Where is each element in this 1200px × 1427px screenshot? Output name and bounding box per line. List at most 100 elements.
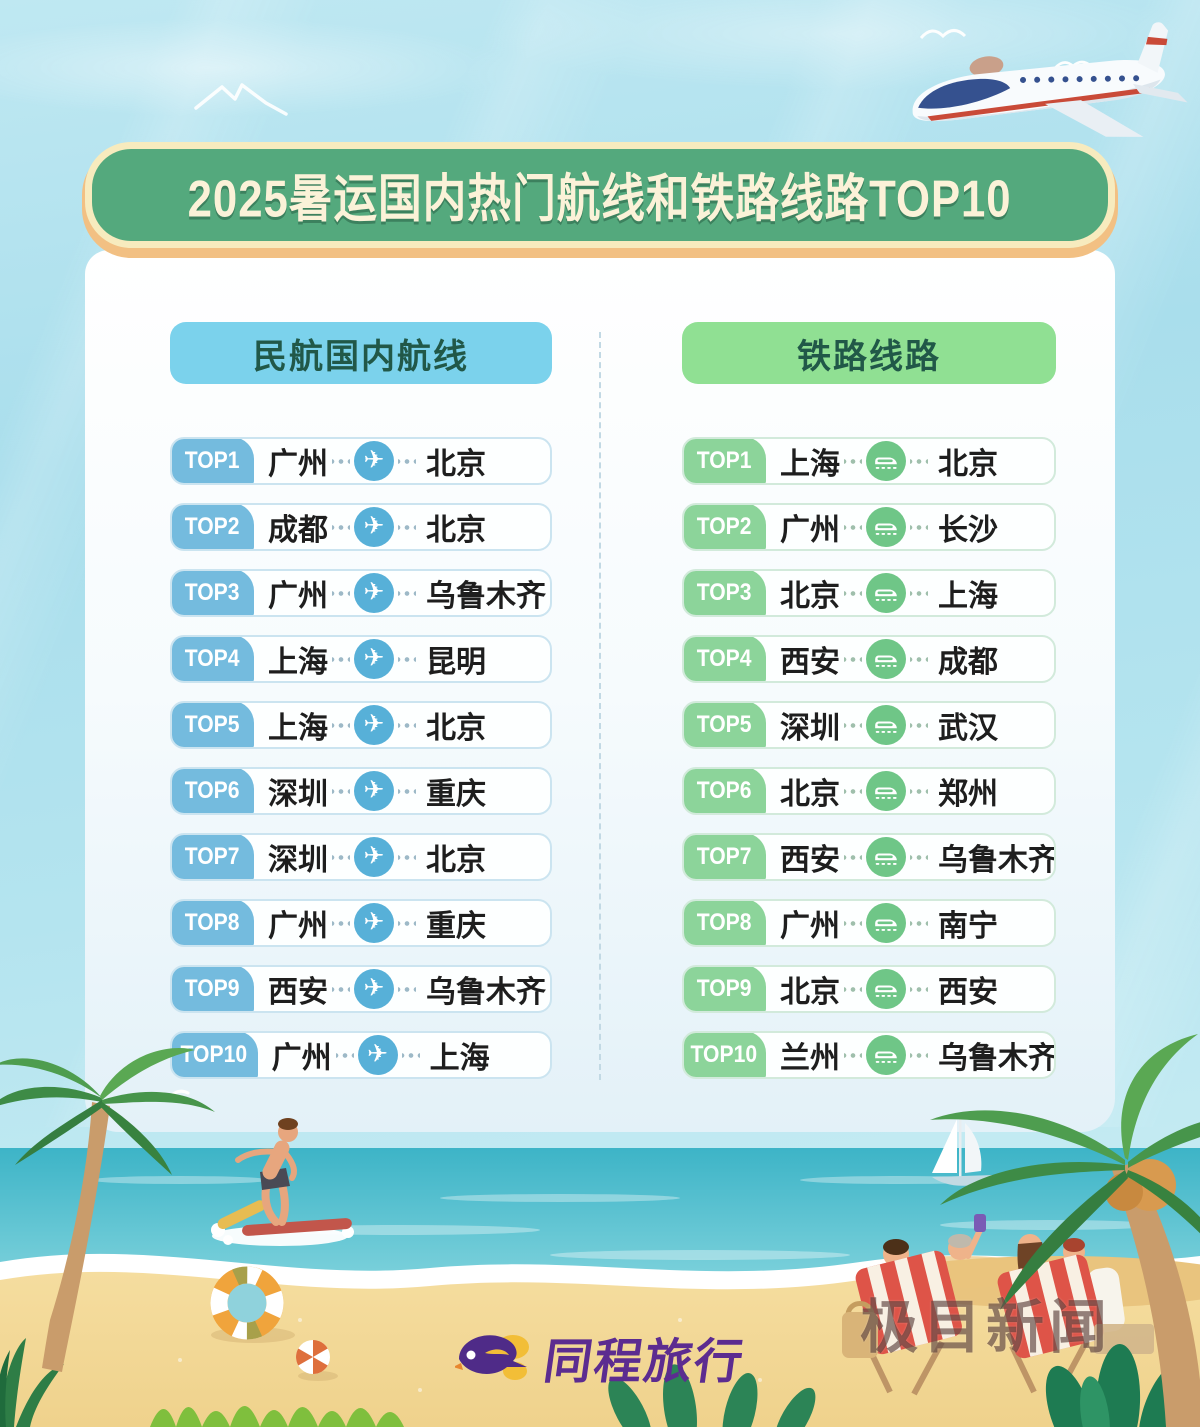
destination-city: 长沙 [938, 514, 998, 547]
origin-city: 西安 [780, 646, 840, 679]
brand-name: 同程旅行 [540, 1336, 748, 1389]
palm-tree-left [0, 1047, 215, 1372]
route-row: TOP9 西安 乌鲁木齐 [170, 965, 552, 1013]
route-icon [354, 705, 394, 745]
route-row: TOP4 西安 成都 [682, 635, 1056, 683]
railways-column-header: 铁路线路 [682, 322, 1056, 384]
route-dots [910, 920, 928, 926]
route-dots [844, 788, 862, 794]
rank-badge: TOP6 [684, 769, 766, 813]
route-icon [866, 507, 906, 547]
train-icon [875, 589, 897, 601]
route-icon [866, 837, 906, 877]
rank-badge: TOP8 [172, 901, 254, 945]
route-row: TOP3 北京 上海 [682, 569, 1056, 617]
route-dots [910, 458, 928, 464]
route-dots [332, 590, 350, 596]
train-icon [875, 1051, 897, 1063]
destination-city: 成都 [938, 646, 998, 679]
origin-city: 广州 [780, 514, 840, 547]
origin-city: 兰州 [780, 1042, 840, 1075]
route-icon [354, 507, 394, 547]
surfer-illustration [211, 1118, 354, 1246]
route-row: TOP1 广州 北京 [170, 437, 552, 485]
route-row: TOP2 广州 长沙 [682, 503, 1056, 551]
origin-city: 广州 [268, 910, 328, 943]
train-icon [875, 853, 897, 865]
destination-city: 乌鲁木齐 [426, 976, 546, 1009]
route-dots [910, 722, 928, 728]
plane-icon [364, 515, 385, 540]
route-dots [332, 854, 350, 860]
flights-column-header: 民航国内航线 [170, 322, 552, 384]
railways-column: 铁路线路 TOP1 上海 北京 TOP2 广 [682, 322, 1056, 1079]
origin-city: 西安 [268, 976, 328, 1009]
destination-city: 上海 [938, 580, 998, 613]
route-dots [398, 656, 416, 662]
route-dots [398, 986, 416, 992]
route-dots [332, 722, 350, 728]
origin-city: 西安 [780, 844, 840, 877]
route-dots [910, 854, 928, 860]
origin-city: 深圳 [268, 778, 328, 811]
route-dots [910, 524, 928, 530]
route-row: TOP10 广州 上海 [170, 1031, 552, 1079]
route-icon [866, 639, 906, 679]
destination-city: 北京 [426, 514, 486, 547]
train-icon [875, 721, 897, 733]
route-dots [332, 788, 350, 794]
plane-icon [364, 845, 385, 870]
rank-badge: TOP3 [172, 571, 254, 615]
route-icon [866, 903, 906, 943]
rank-label: TOP4 [184, 645, 240, 672]
origin-city: 北京 [780, 976, 840, 1009]
origin-city: 上海 [268, 712, 328, 745]
origin-city: 北京 [780, 580, 840, 613]
plant-center [608, 1364, 816, 1427]
rank-badge: TOP5 [172, 703, 254, 747]
swim-ring-illustration [210, 1266, 295, 1343]
rank-badge: TOP2 [172, 505, 254, 549]
route-dots [398, 458, 416, 464]
train-icon [875, 457, 897, 469]
destination-city: 北京 [426, 844, 486, 877]
rank-badge: TOP7 [684, 835, 766, 879]
origin-city: 广州 [271, 1042, 332, 1075]
plane-icon [364, 581, 385, 606]
beach-illustration [0, 1034, 1200, 1427]
route-icon [354, 969, 394, 1009]
origin-city: 上海 [780, 448, 840, 481]
rank-label: TOP7 [184, 843, 240, 870]
route-dots [844, 722, 862, 728]
rank-badge: TOP9 [172, 967, 254, 1011]
route-icon [354, 639, 394, 679]
route-dots [910, 590, 928, 596]
origin-city: 成都 [268, 514, 328, 547]
plane-icon [364, 713, 385, 738]
route-dots [844, 590, 862, 596]
train-icon [875, 919, 897, 931]
bird-icon [919, 29, 967, 40]
route-icon [357, 1035, 398, 1075]
route-icon [866, 705, 906, 745]
beach-bag-illustration [842, 1301, 878, 1358]
rank-badge: TOP10 [172, 1033, 258, 1077]
route-dots [844, 986, 862, 992]
route-dots [401, 1052, 420, 1058]
route-row: TOP1 上海 北京 [682, 437, 1056, 485]
route-dots [844, 1052, 862, 1058]
route-dots [398, 722, 416, 728]
destination-city: 郑州 [938, 778, 998, 811]
route-dots [910, 656, 928, 662]
rank-badge: TOP5 [684, 703, 766, 747]
route-dots [335, 1052, 354, 1058]
brand-mascot-icon [454, 1335, 529, 1380]
route-dots [398, 854, 416, 860]
route-icon [866, 1035, 906, 1075]
train-icon [875, 655, 897, 667]
route-icon [866, 969, 906, 1009]
flights-column-title: 民航国内航线 [253, 337, 469, 376]
plane-icon [364, 647, 385, 672]
route-dots [844, 920, 862, 926]
destination-city: 昆明 [426, 646, 486, 679]
